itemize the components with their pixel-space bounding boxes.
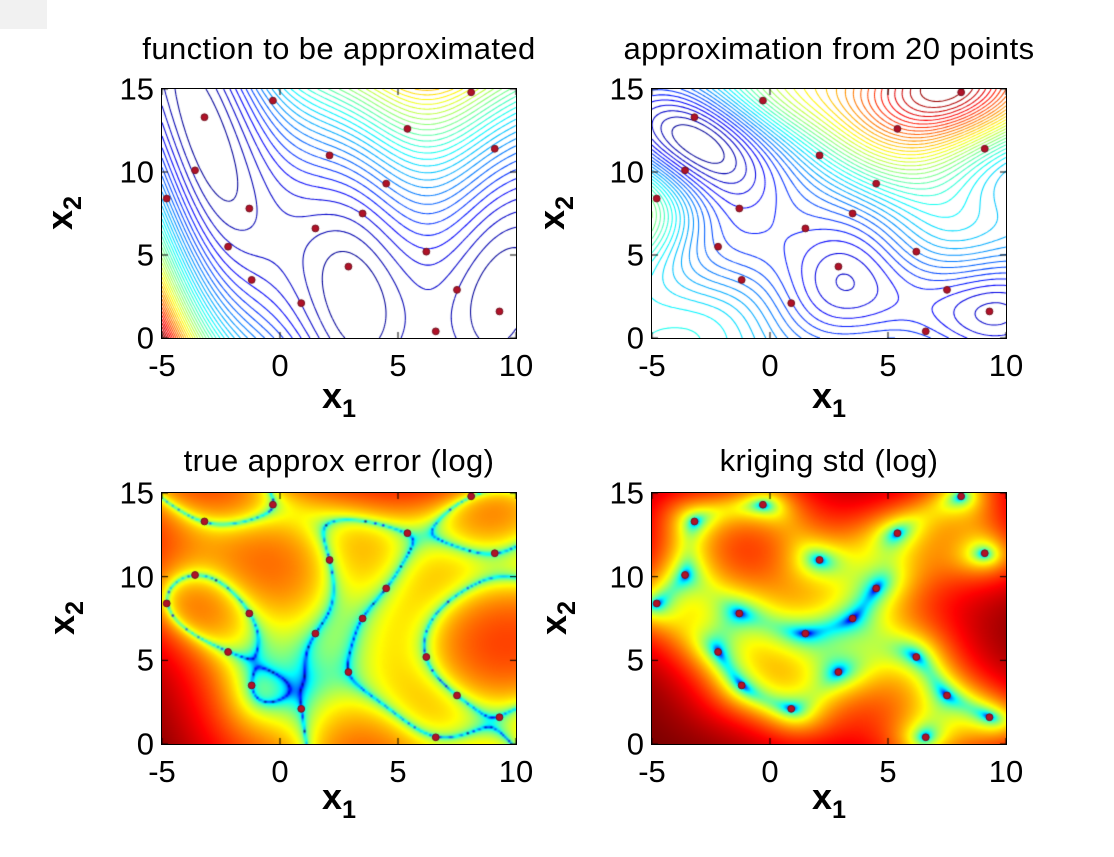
plot-title-approximation: approximation from 20 points [623, 31, 1035, 66]
y-axis-label-subscript: 2 [550, 195, 579, 210]
heatmap-true-approx-error [161, 492, 517, 745]
x-axis-label: x1 [321, 375, 357, 423]
x-tick-label: 5 [389, 754, 407, 789]
x-axis-label-subscript: 1 [832, 394, 847, 423]
x-tick-label: -5 [638, 348, 666, 383]
contour-plot-approximation [651, 88, 1007, 339]
x-axis-label-subscript: 1 [342, 795, 357, 824]
y-tick-label: 15 [119, 475, 154, 511]
contour-plot-true-function [161, 88, 517, 339]
x-tick-label: -5 [148, 348, 176, 383]
x-axis-label-subscript: 1 [342, 394, 357, 423]
y-axis-label-subscript: 2 [58, 195, 87, 210]
y-tick-label: 15 [609, 71, 644, 107]
x-tick-label: 0 [761, 754, 779, 789]
y-axis-label: x2 [38, 195, 87, 231]
y-axis-label: x2 [530, 195, 579, 231]
y-tick-label: 5 [626, 237, 644, 273]
y-axis-label-subscript: 2 [552, 600, 581, 615]
y-tick-label: 0 [136, 726, 154, 762]
y-tick-label: 10 [609, 559, 644, 595]
y-tick-label: 15 [119, 71, 154, 107]
plot-title-true-approx-error: true approx error (log) [183, 443, 495, 478]
y-tick-label: 0 [136, 320, 154, 356]
x-axis-label: x1 [321, 776, 357, 824]
x-tick-label: 5 [879, 754, 897, 789]
x-tick-label: 5 [879, 348, 897, 383]
x-tick-label: 10 [988, 348, 1024, 383]
y-axis-label: x2 [532, 600, 581, 636]
y-axis-label-subscript: 2 [60, 600, 89, 615]
plot-title-true-function: function to be approximated [142, 31, 536, 66]
plot-title-kriging-std: kriging std (log) [719, 443, 939, 478]
x-tick-label: -5 [638, 754, 666, 789]
window-corner-fragment [0, 0, 47, 29]
y-tick-label: 15 [609, 475, 644, 511]
x-tick-label: 0 [761, 348, 779, 383]
x-tick-label: 0 [271, 754, 289, 789]
y-tick-label: 10 [119, 154, 154, 190]
y-axis-label: x2 [40, 600, 89, 636]
x-tick-label: -5 [148, 754, 176, 789]
x-tick-label: 10 [498, 754, 534, 789]
y-tick-label: 0 [626, 320, 644, 356]
x-tick-label: 10 [498, 348, 534, 383]
x-tick-label: 10 [988, 754, 1024, 789]
y-tick-label: 5 [136, 237, 154, 273]
x-axis-label: x1 [811, 375, 847, 423]
x-axis-label-subscript: 1 [832, 795, 847, 824]
x-tick-label: 0 [271, 348, 289, 383]
heatmap-kriging-std [651, 492, 1007, 745]
y-tick-label: 5 [136, 642, 154, 678]
y-tick-label: 10 [609, 154, 644, 190]
y-tick-label: 0 [626, 726, 644, 762]
x-axis-label: x1 [811, 776, 847, 824]
y-tick-label: 10 [119, 559, 154, 595]
y-tick-label: 5 [626, 642, 644, 678]
x-tick-label: 5 [389, 348, 407, 383]
